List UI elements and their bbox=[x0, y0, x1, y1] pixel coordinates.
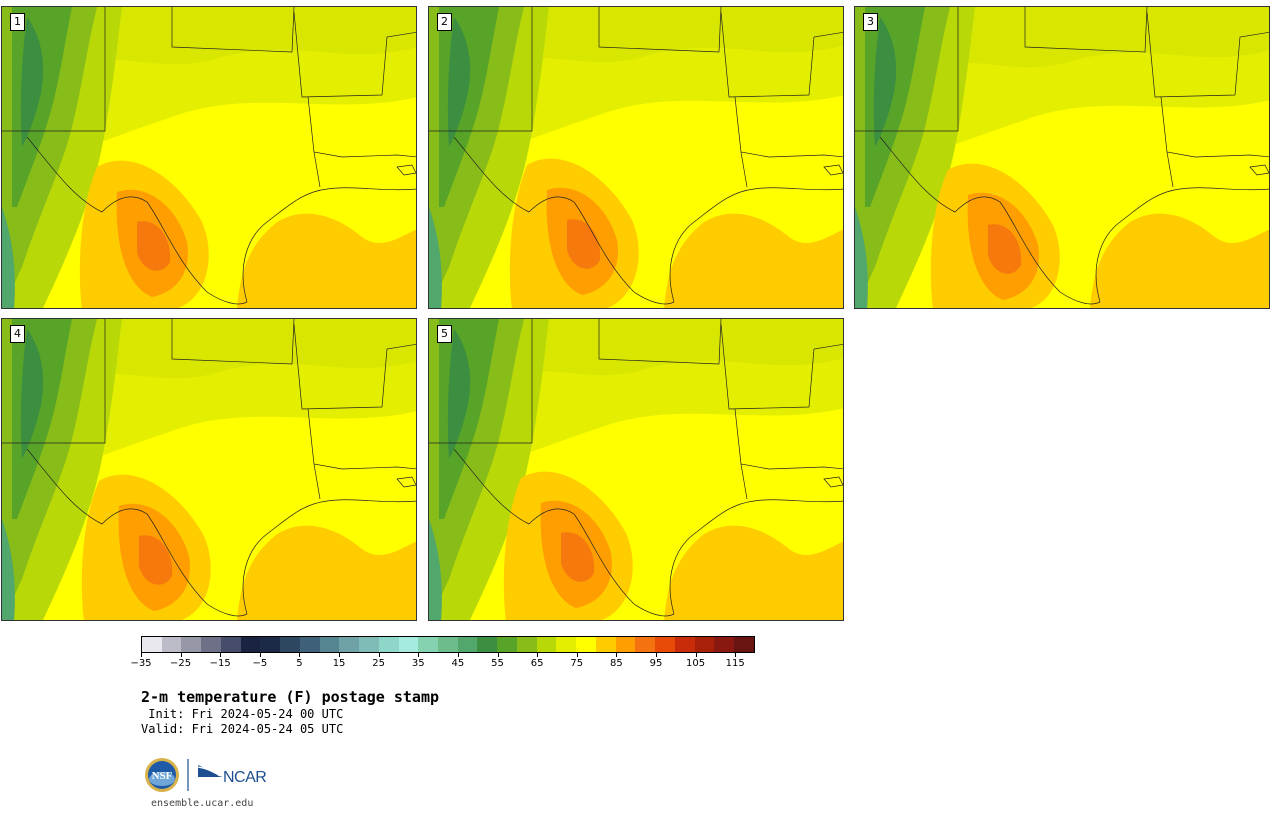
colorbar-cell bbox=[181, 637, 202, 652]
colorbar-tick-label: 45 bbox=[451, 658, 465, 669]
member-label: 1 bbox=[10, 13, 25, 31]
colorbar-cell bbox=[378, 637, 399, 652]
colorbar-tick-label: 105 bbox=[686, 658, 706, 669]
temperature-colorbar bbox=[141, 636, 755, 653]
colorbar-tick bbox=[537, 653, 539, 657]
colorbar-cell bbox=[516, 637, 537, 652]
colorbar-cell bbox=[576, 637, 596, 652]
colorbar-tick-label: 5 bbox=[296, 658, 303, 669]
plot-title: 2-m temperature (F) postage stamp bbox=[141, 688, 440, 706]
colorbar-cell bbox=[477, 637, 498, 652]
colorbar-tick bbox=[616, 653, 618, 657]
colorbar-cell bbox=[734, 637, 754, 652]
colorbar-tick bbox=[141, 653, 142, 657]
valid-time: Valid: Fri 2024-05-24 05 UTC bbox=[141, 722, 344, 736]
temperature-map bbox=[855, 7, 1269, 308]
colorbar-ticks: −35 −25 −15 −5 5 15 25 35 45 55 65 75 85 95 105 115 bbox=[130, 653, 755, 673]
colorbar-cell bbox=[220, 637, 241, 652]
ncar-logo: NCAR bbox=[197, 765, 267, 786]
website-url: ensemble.ucar.edu bbox=[151, 798, 254, 809]
member-label: 2 bbox=[437, 13, 452, 31]
temperature-map bbox=[2, 7, 416, 308]
colorbar-tick-label: 55 bbox=[491, 658, 504, 669]
colorbar-cell bbox=[398, 637, 419, 652]
colorbar-cell bbox=[319, 637, 340, 652]
colorbar-tick-label: 65 bbox=[530, 658, 544, 669]
nsf-ncar-logos: NSF NCAR bbox=[144, 757, 274, 793]
member-label: 4 bbox=[10, 325, 25, 343]
colorbar-cell bbox=[655, 637, 675, 652]
colorbar-tick bbox=[576, 653, 578, 657]
colorbar-tick bbox=[299, 653, 301, 657]
temperature-map bbox=[2, 319, 416, 620]
member-panel-5: 5 bbox=[428, 318, 844, 621]
colorbar-cell bbox=[497, 637, 517, 652]
colorbar-tick-label: 115 bbox=[725, 658, 745, 669]
colorbar-tick bbox=[735, 653, 737, 657]
colorbar-cell bbox=[280, 637, 300, 652]
member-panel-3: 3 bbox=[854, 6, 1270, 309]
colorbar-cell bbox=[556, 637, 577, 652]
colorbar-tick-label: 85 bbox=[609, 658, 623, 669]
member-label: 3 bbox=[863, 13, 878, 31]
colorbar-cell bbox=[260, 637, 281, 652]
colorbar-cell bbox=[694, 637, 715, 652]
colorbar-tick bbox=[339, 653, 341, 657]
colorbar-tick bbox=[378, 653, 380, 657]
colorbar-tick bbox=[220, 653, 222, 657]
colorbar-cell bbox=[359, 637, 379, 652]
colorbar-tick bbox=[497, 653, 499, 657]
member-label: 5 bbox=[437, 325, 452, 343]
colorbar-tick bbox=[180, 653, 182, 657]
svg-text:NCAR: NCAR bbox=[223, 769, 266, 786]
colorbar-tick-label: 25 bbox=[372, 658, 386, 669]
colorbar-tick-label: 95 bbox=[649, 658, 663, 669]
member-panel-1: 1 bbox=[1, 6, 417, 309]
colorbar-tick-label: −25 bbox=[170, 658, 192, 669]
colorbar-cell bbox=[438, 637, 458, 652]
svg-text:NSF: NSF bbox=[152, 770, 173, 782]
colorbar-tick bbox=[695, 653, 697, 657]
colorbar-tick-label: −15 bbox=[209, 658, 231, 669]
temperature-map bbox=[429, 319, 843, 620]
colorbar-cell bbox=[615, 637, 636, 652]
colorbar-tick bbox=[259, 653, 261, 657]
colorbar-cell bbox=[595, 637, 616, 652]
member-panel-4: 4 bbox=[1, 318, 417, 621]
colorbar-tick-label: 75 bbox=[570, 658, 584, 669]
colorbar-cell bbox=[142, 637, 162, 652]
colorbar-cell bbox=[201, 637, 221, 652]
member-panel-2: 2 bbox=[428, 6, 844, 309]
colorbar-cell bbox=[674, 637, 695, 652]
colorbar-tick-label: −35 bbox=[130, 658, 152, 669]
colorbar-cell bbox=[536, 637, 557, 652]
colorbar-cell bbox=[635, 637, 656, 652]
temperature-map bbox=[429, 7, 843, 308]
colorbar-tick bbox=[655, 653, 657, 657]
colorbar-cell bbox=[457, 637, 478, 652]
colorbar-tick bbox=[418, 653, 420, 657]
colorbar-cell bbox=[418, 637, 439, 652]
colorbar-cell bbox=[339, 637, 360, 652]
colorbar-tick-label: 35 bbox=[411, 658, 425, 669]
colorbar-cell bbox=[240, 637, 261, 652]
colorbar-cell bbox=[714, 637, 735, 652]
colorbar-cell bbox=[299, 637, 320, 652]
init-time: Init: Fri 2024-05-24 00 UTC bbox=[141, 707, 344, 721]
colorbar-cell bbox=[161, 637, 182, 652]
nsf-logo: NSF bbox=[145, 758, 179, 792]
colorbar-tick bbox=[457, 653, 459, 657]
colorbar-tick-label: 15 bbox=[332, 658, 346, 669]
colorbar-tick-label: −5 bbox=[252, 658, 268, 669]
